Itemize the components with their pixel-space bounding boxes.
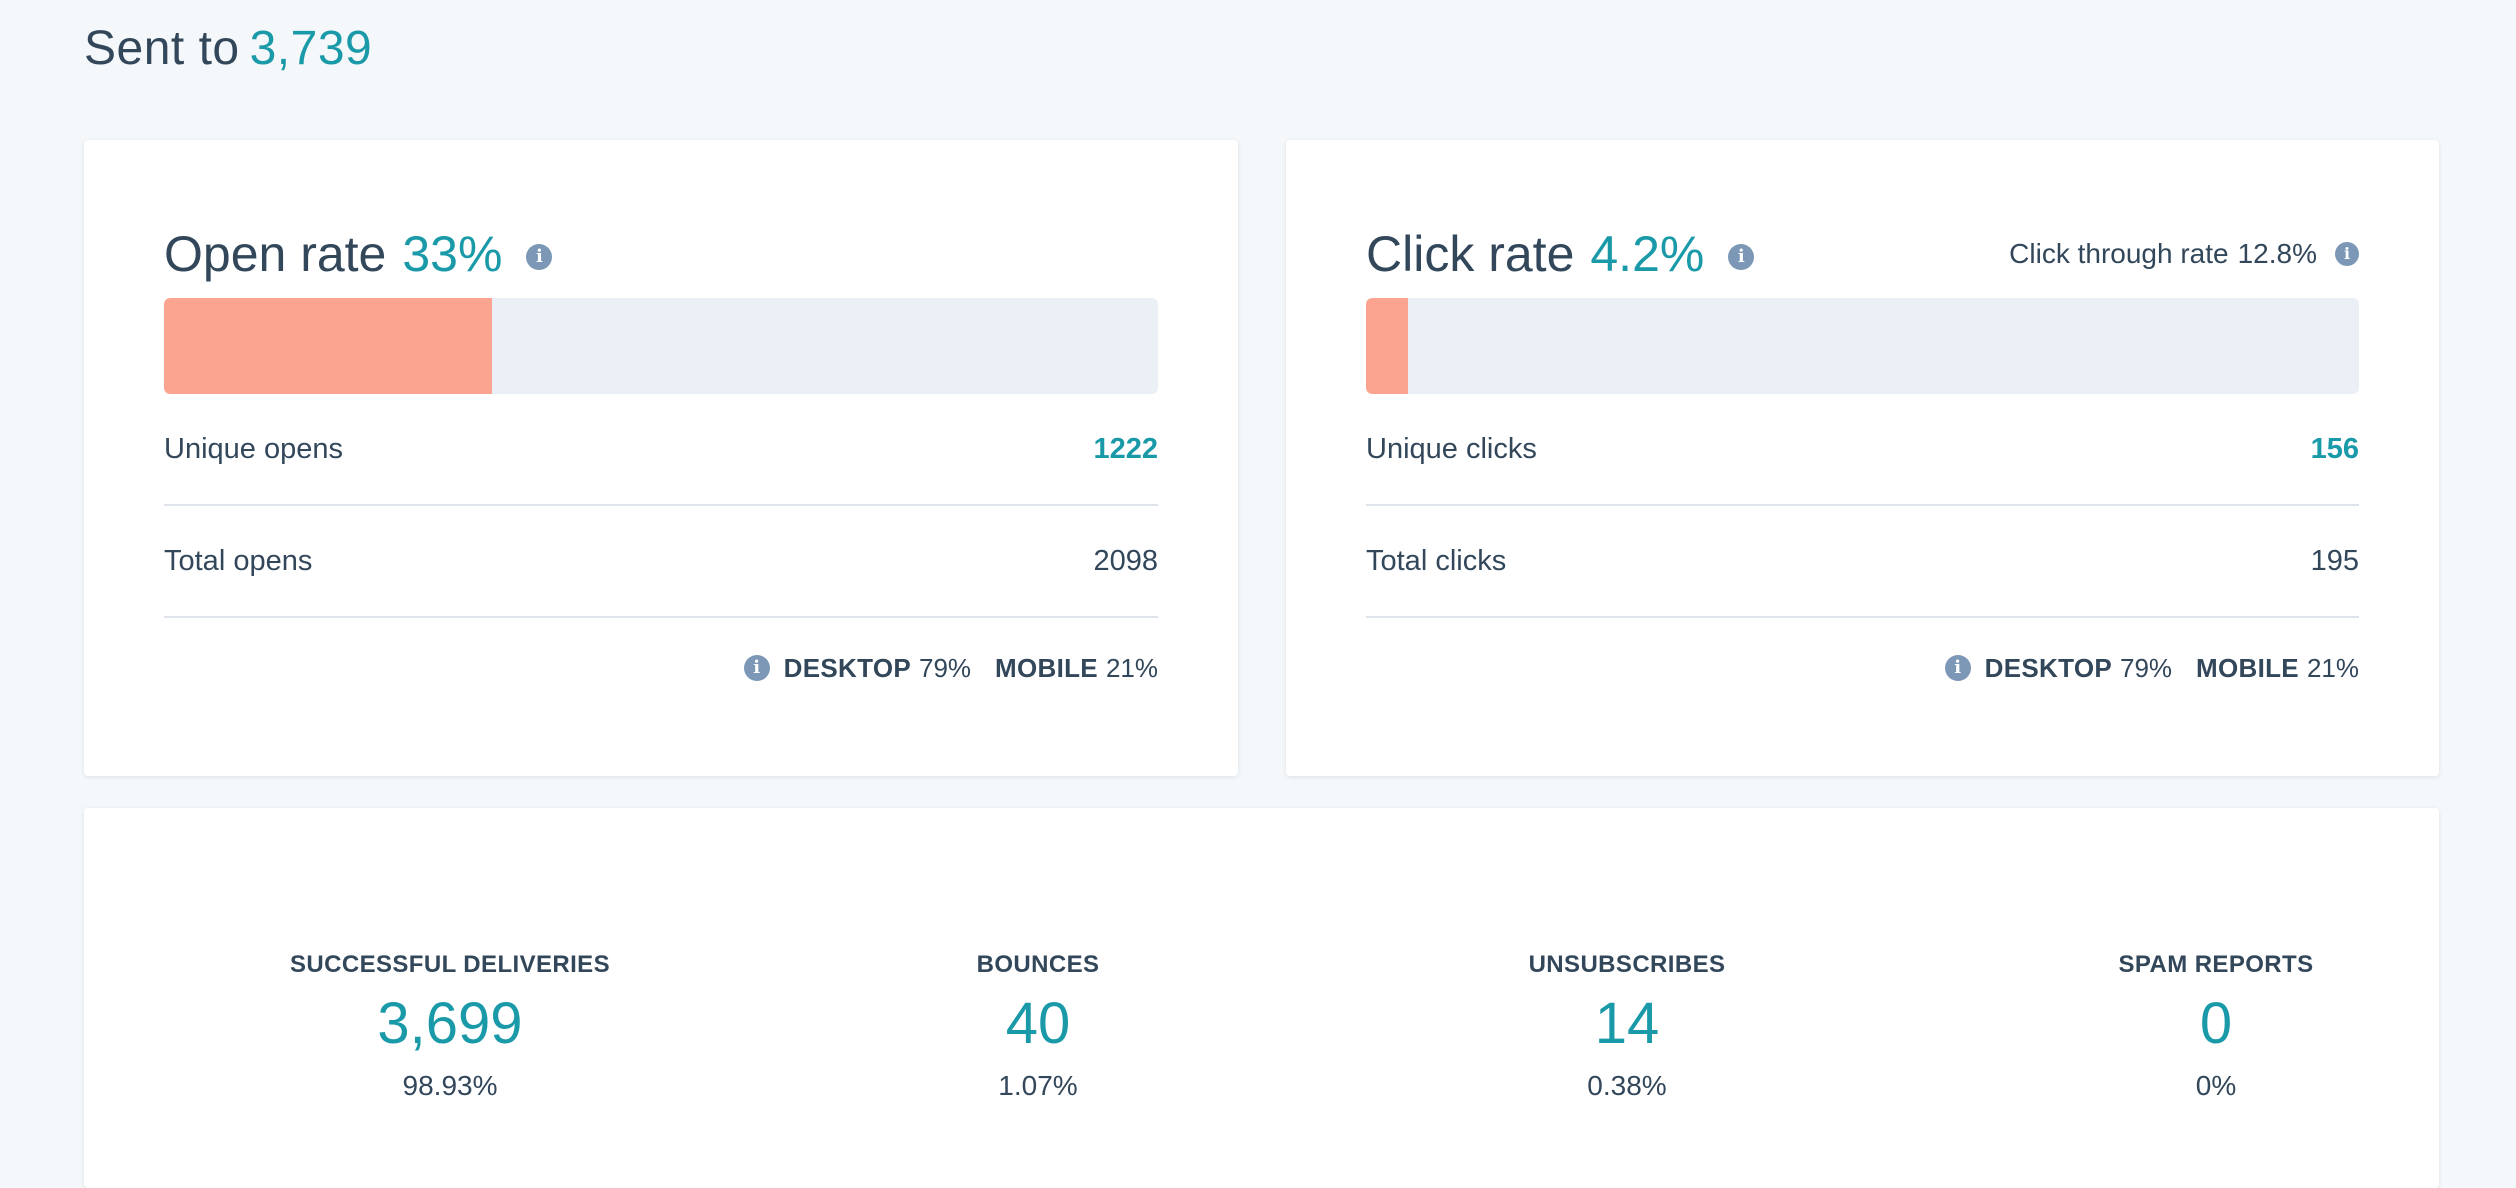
- open-rate-card: Open rate 33% i Unique opens 1222 Total …: [84, 140, 1238, 776]
- open-rate-title: Open rate 33% i: [164, 218, 553, 290]
- info-icon[interactable]: i: [1728, 244, 1755, 270]
- unique-opens-row: Unique opens 1222: [164, 394, 1158, 506]
- unique-opens-value[interactable]: 1222: [1093, 432, 1158, 465]
- total-clicks-label: Total clicks: [1366, 544, 1507, 577]
- stat-value: 0: [2199, 991, 2233, 1056]
- spam-reports-stat[interactable]: SPAM REPORTS 0 0%: [1956, 948, 2476, 1106]
- stat-label: SPAM REPORTS: [2118, 951, 2314, 978]
- click-through-rate-label: Click through rate: [2009, 238, 2229, 269]
- click-through-rate: Click through rate 12.8% i: [2009, 232, 2359, 276]
- mobile-label: MOBILE: [2196, 653, 2299, 683]
- desktop-value: 79%: [2120, 653, 2173, 683]
- open-rate-label: Open rate: [164, 226, 387, 282]
- mobile-label: MOBILE: [995, 653, 1098, 683]
- total-clicks-value: 195: [2310, 544, 2359, 577]
- stat-percent: 0.38%: [1587, 1070, 1667, 1101]
- stat-label: UNSUBSCRIBES: [1528, 951, 1726, 978]
- total-opens-row: Total opens 2098: [164, 506, 1158, 618]
- stat-value: 3,699: [377, 991, 523, 1056]
- unique-clicks-value[interactable]: 156: [2310, 432, 2359, 465]
- stat-value: 40: [1005, 991, 1071, 1056]
- click-rate-bar: [1366, 298, 2359, 394]
- open-device-split: i DESKTOP 79% MOBILE 21%: [743, 648, 1158, 688]
- mobile-value: 21%: [1105, 653, 1158, 683]
- info-icon[interactable]: i: [526, 244, 553, 270]
- click-through-rate-value: 12.8%: [2237, 238, 2317, 269]
- total-opens-value: 2098: [1093, 544, 1158, 577]
- sent-to-heading: Sent to 3,739: [84, 14, 372, 84]
- delivery-stats-card: SUCCESSFUL DELIVERIES 3,699 98.93% BOUNC…: [84, 808, 2439, 1188]
- unique-clicks-label: Unique clicks: [1366, 432, 1537, 465]
- total-opens-label: Total opens: [164, 544, 313, 577]
- info-icon[interactable]: i: [1944, 655, 1971, 681]
- unsubscribes-stat[interactable]: UNSUBSCRIBES 14 0.38%: [1367, 948, 1887, 1106]
- stat-percent: 98.93%: [402, 1070, 498, 1101]
- unique-clicks-row: Unique clicks 156: [1366, 394, 2359, 506]
- click-device-split: i DESKTOP 79% MOBILE 21%: [1944, 648, 2359, 688]
- click-rate-title: Click rate 4.2% i: [1366, 218, 1755, 290]
- info-icon[interactable]: i: [2335, 242, 2359, 266]
- unique-opens-label: Unique opens: [164, 432, 343, 465]
- desktop-value: 79%: [919, 653, 972, 683]
- open-rate-bar-fill: [164, 298, 493, 394]
- stat-percent: 0%: [2195, 1070, 2237, 1101]
- click-rate-card: Click rate 4.2% i Click through rate 12.…: [1286, 140, 2439, 776]
- stat-label: SUCCESSFUL DELIVERIES: [289, 951, 610, 978]
- sent-to-label: Sent to: [84, 22, 240, 75]
- mobile-value: 21%: [2306, 653, 2359, 683]
- open-rate-bar: [164, 298, 1158, 394]
- sent-to-count: 3,739: [249, 22, 373, 75]
- successful-deliveries-stat[interactable]: SUCCESSFUL DELIVERIES 3,699 98.93%: [190, 948, 710, 1106]
- stat-percent: 1.07%: [998, 1070, 1078, 1101]
- click-rate-value: 4.2%: [1590, 226, 1705, 282]
- info-icon[interactable]: i: [743, 655, 770, 681]
- stat-value: 14: [1594, 991, 1660, 1056]
- stat-label: BOUNCES: [976, 951, 1100, 978]
- click-rate-bar-fill: [1366, 298, 1408, 394]
- click-rate-label: Click rate: [1366, 226, 1575, 282]
- bounces-stat[interactable]: BOUNCES 40 1.07%: [778, 948, 1298, 1106]
- total-clicks-row: Total clicks 195: [1366, 506, 2359, 618]
- desktop-label: DESKTOP: [783, 653, 911, 683]
- open-rate-value: 33%: [402, 226, 503, 282]
- desktop-label: DESKTOP: [1984, 653, 2112, 683]
